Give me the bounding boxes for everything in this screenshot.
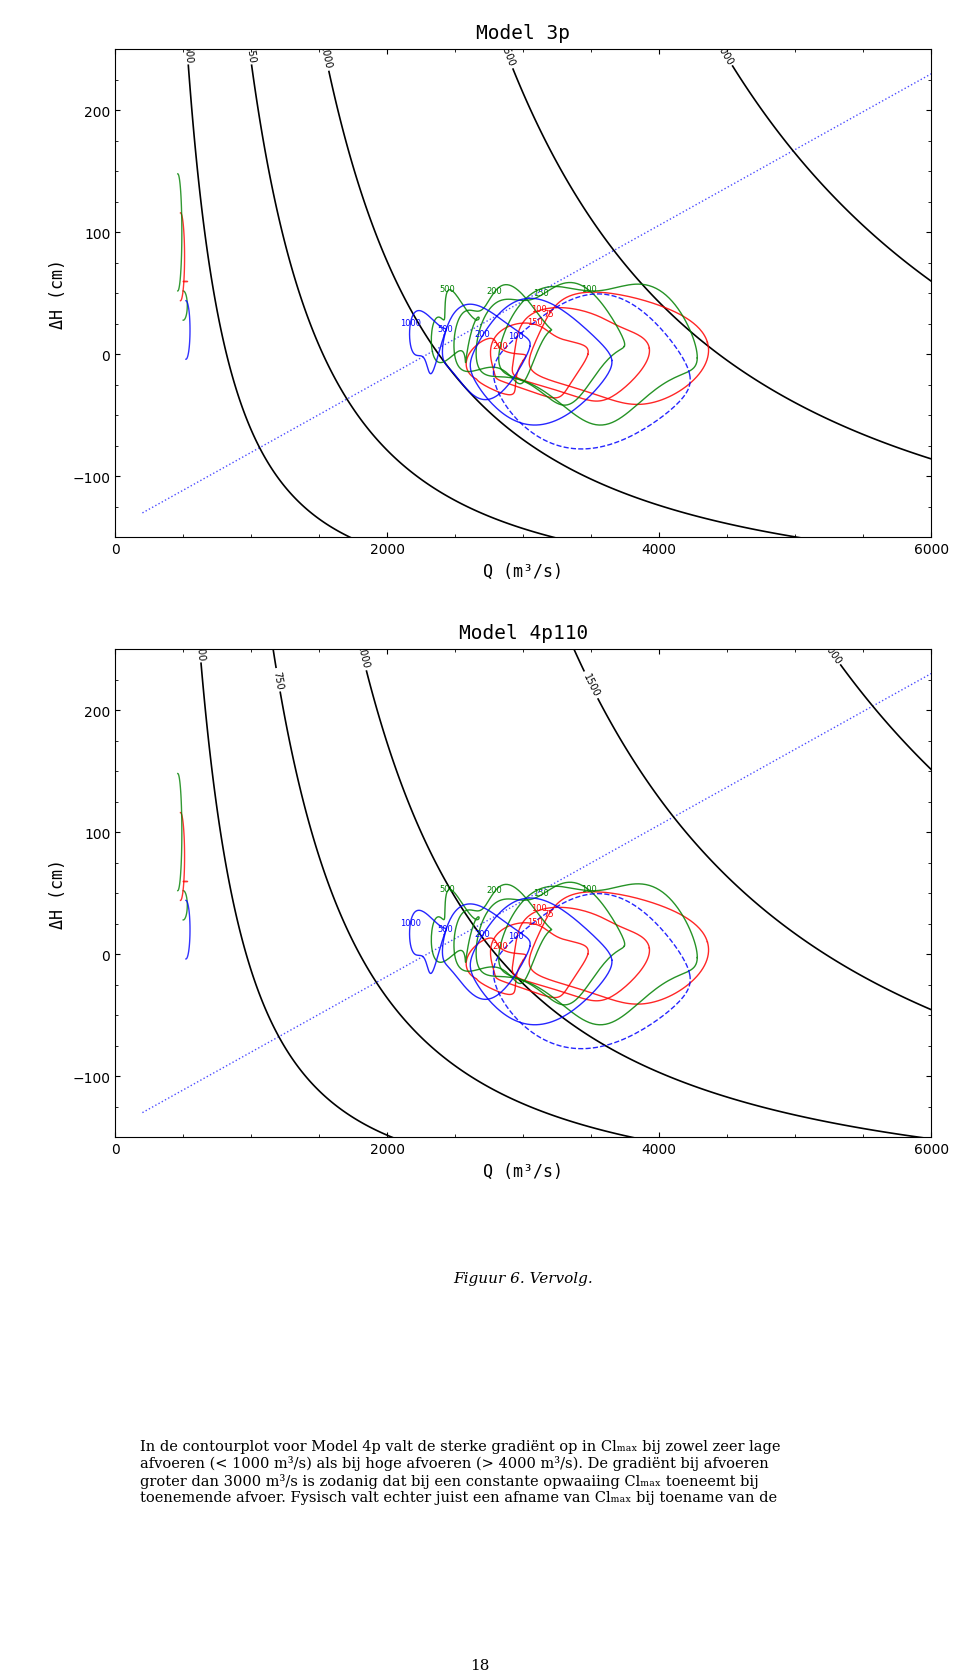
Text: 100: 100 — [508, 331, 523, 341]
Text: 75: 75 — [542, 909, 554, 917]
X-axis label: Q (m³/s): Q (m³/s) — [483, 1163, 564, 1179]
Text: 200: 200 — [474, 329, 491, 339]
Text: 200: 200 — [486, 885, 502, 895]
Text: 1000: 1000 — [399, 319, 420, 328]
Text: 200: 200 — [492, 941, 508, 951]
Text: 100: 100 — [581, 884, 596, 894]
Text: 2000: 2000 — [821, 640, 843, 665]
Y-axis label: ΔH (cm): ΔH (cm) — [49, 259, 67, 329]
Text: 150: 150 — [527, 917, 543, 927]
Text: 1000: 1000 — [318, 44, 333, 71]
Text: 2000: 2000 — [713, 40, 735, 67]
Text: 500: 500 — [440, 286, 456, 294]
Text: 75: 75 — [542, 309, 554, 319]
Text: 150: 150 — [527, 318, 543, 328]
Text: 18: 18 — [470, 1658, 490, 1672]
Text: 100: 100 — [532, 904, 547, 912]
X-axis label: Q (m³/s): Q (m³/s) — [483, 563, 564, 580]
Text: 150: 150 — [534, 289, 549, 297]
Text: 1500: 1500 — [581, 672, 601, 699]
Text: 150: 150 — [534, 889, 549, 897]
Text: In de contourplot voor Model 4p valt de sterke gradiënt op in Clₘₐₓ bij zowel ze: In de contourplot voor Model 4p valt de … — [139, 1438, 780, 1504]
Y-axis label: ΔH (cm): ΔH (cm) — [49, 858, 67, 929]
Text: 500: 500 — [181, 44, 193, 64]
Text: 1000: 1000 — [355, 643, 371, 670]
Text: 100: 100 — [508, 931, 523, 941]
Text: 750: 750 — [272, 670, 284, 690]
Title: Model 3p: Model 3p — [476, 24, 570, 44]
Title: Model 4p110: Model 4p110 — [459, 623, 588, 643]
Text: 200: 200 — [474, 929, 491, 937]
Text: 200: 200 — [486, 287, 502, 296]
Text: 500: 500 — [438, 324, 453, 334]
Text: 100: 100 — [532, 304, 547, 314]
Text: 100: 100 — [581, 284, 596, 294]
Text: 500: 500 — [194, 642, 205, 660]
Text: 1000: 1000 — [399, 917, 420, 927]
Text: 500: 500 — [438, 924, 453, 934]
Text: 200: 200 — [492, 343, 508, 351]
Text: 750: 750 — [244, 44, 256, 64]
Text: 1500: 1500 — [498, 42, 516, 69]
Text: Figuur 6. Vervolg.: Figuur 6. Vervolg. — [453, 1272, 593, 1285]
Text: 500: 500 — [440, 884, 456, 894]
